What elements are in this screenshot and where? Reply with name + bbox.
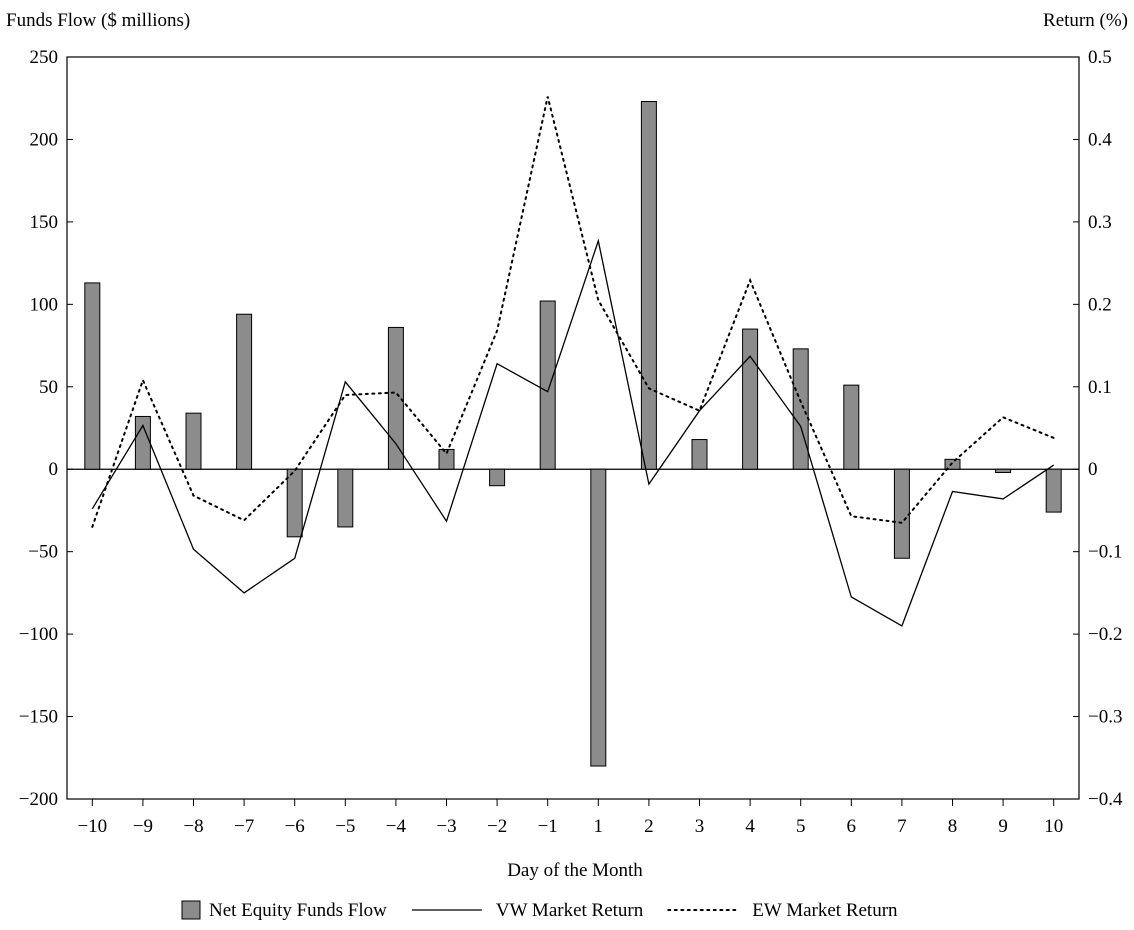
x-tick-label: −5 <box>335 816 355 837</box>
bar-net-equity-funds-flow <box>236 313 253 470</box>
x-tick-label: 7 <box>897 816 907 837</box>
bar-net-equity-funds-flow <box>539 300 556 470</box>
bar-net-equity-funds-flow <box>792 348 809 470</box>
x-tick-label: −6 <box>285 816 305 837</box>
bar-net-equity-funds-flow <box>893 468 910 559</box>
bar-net-equity-funds-flow <box>84 282 101 470</box>
bar-net-equity-funds-flow <box>286 468 303 538</box>
bar-net-equity-funds-flow <box>691 439 708 470</box>
bar-net-equity-funds-flow <box>337 468 354 528</box>
left-tick-label: 150 <box>30 212 59 233</box>
right-tick-label: 0 <box>1088 459 1098 480</box>
x-tick-label: 10 <box>1044 816 1063 837</box>
plot-frame <box>66 56 1080 800</box>
bar-net-equity-funds-flow <box>1045 468 1062 513</box>
x-tick-label: −3 <box>436 816 456 837</box>
bar-net-equity-funds-flow <box>944 458 961 470</box>
right-tick-label: −0.3 <box>1088 707 1122 728</box>
bar-net-equity-funds-flow <box>185 412 202 470</box>
x-tick-label: 9 <box>998 816 1008 837</box>
x-tick-label: −1 <box>538 816 558 837</box>
right-tick-label: −0.4 <box>1088 789 1123 810</box>
x-tick-label: 8 <box>948 816 958 837</box>
x-tick-label: 2 <box>644 816 654 837</box>
bar-net-equity-funds-flow <box>843 384 860 470</box>
bar-net-equity-funds-flow <box>742 328 759 470</box>
right-tick-label: 0.2 <box>1088 294 1112 315</box>
left-tick-label: 200 <box>30 129 59 150</box>
bar-net-equity-funds-flow <box>489 468 506 487</box>
left-tick-label: 250 <box>30 47 59 68</box>
right-tick-label: 0.5 <box>1088 47 1112 68</box>
x-axis-title: Day of the Month <box>507 860 643 881</box>
x-tick-label: −9 <box>133 816 153 837</box>
x-tick-label: 5 <box>796 816 806 837</box>
x-tick-label: −4 <box>386 816 407 837</box>
x-tick-label: −10 <box>77 816 107 837</box>
x-tick-label: 3 <box>695 816 705 837</box>
left-tick-label: 50 <box>39 377 58 398</box>
x-tick-label: 6 <box>847 816 857 837</box>
bar-net-equity-funds-flow <box>590 468 607 767</box>
left-tick-label: −100 <box>19 624 58 645</box>
bar-net-equity-funds-flow <box>387 326 404 470</box>
bar-net-equity-funds-flow <box>995 468 1012 474</box>
x-tick-label: −2 <box>487 816 507 837</box>
left-tick-label: −50 <box>28 542 58 563</box>
left-tick-label: 100 <box>30 294 59 315</box>
left-tick-label: 0 <box>49 459 59 480</box>
right-tick-label: 0.1 <box>1088 377 1112 398</box>
legend: Net Equity Funds Flow VW Market Return EW … <box>181 900 898 921</box>
line-vw-market-return <box>91 238 1055 627</box>
left-axis-title: Funds Flow ($ millions) <box>6 10 190 31</box>
x-tick-label: −7 <box>234 816 254 837</box>
x-tick-label: 4 <box>745 816 755 837</box>
left-tick-label: −150 <box>19 707 58 728</box>
legend-swatch-bar <box>181 900 201 920</box>
plot-area: 250200150100500−50−100−150−2000.50.40.30… <box>19 47 1123 837</box>
x-tick-label: 1 <box>594 816 604 837</box>
line-ew-market-return <box>91 96 1055 528</box>
legend-label: VW Market Return <box>496 900 644 921</box>
legend-label: Net Equity Funds Flow <box>209 900 387 921</box>
left-tick-label: −200 <box>19 789 58 810</box>
right-tick-label: 0.4 <box>1088 129 1112 150</box>
right-tick-label: −0.2 <box>1088 624 1122 645</box>
bar-net-equity-funds-flow <box>640 101 657 470</box>
right-axis-title: Return (%) <box>1043 10 1128 31</box>
x-tick-label: −8 <box>183 816 203 837</box>
bar-net-equity-funds-flow <box>438 448 455 470</box>
right-tick-label: 0.3 <box>1088 212 1112 233</box>
right-tick-label: −0.1 <box>1088 542 1122 563</box>
legend-label: EW Market Return <box>752 900 898 921</box>
